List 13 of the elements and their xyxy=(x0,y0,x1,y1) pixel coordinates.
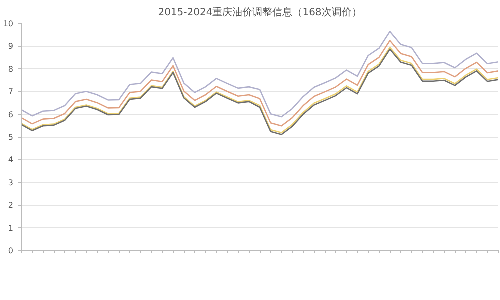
chart-title: 2015-2024重庆油价调整信息（168次调价） xyxy=(158,6,362,18)
y-tick-label: 7 xyxy=(8,88,14,97)
y-tick-label: 4 xyxy=(8,156,14,165)
y-tick-label: 10 xyxy=(3,20,14,28)
y-tick-label: 2 xyxy=(8,201,14,210)
y-tick-label: 8 xyxy=(8,64,14,74)
y-tick-label: 1 xyxy=(8,224,14,233)
y-tick-label: 6 xyxy=(8,110,14,120)
line-series xyxy=(22,31,498,118)
y-tick-label: 9 xyxy=(8,42,14,52)
y-tick-label: 3 xyxy=(8,178,14,188)
y-tick-label: 5 xyxy=(8,133,14,142)
y-tick-label: 0 xyxy=(8,246,14,256)
